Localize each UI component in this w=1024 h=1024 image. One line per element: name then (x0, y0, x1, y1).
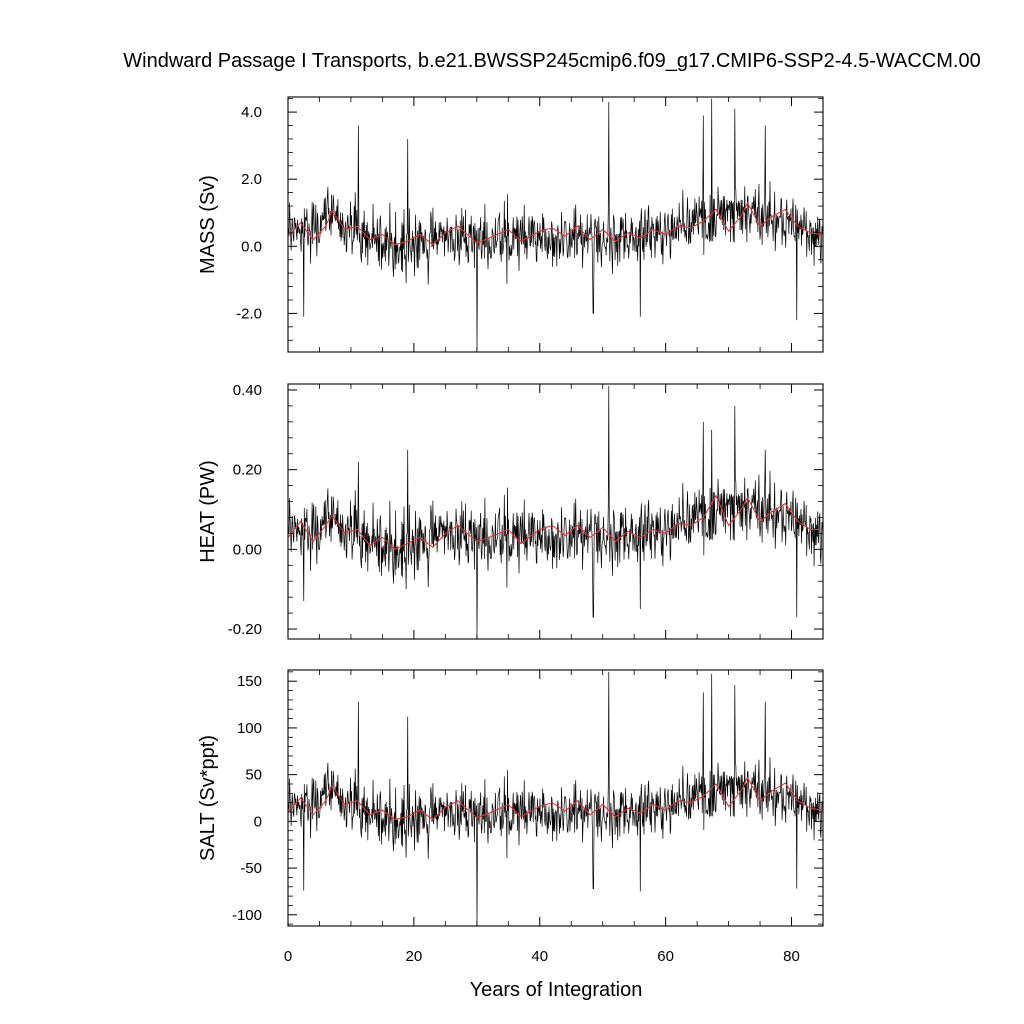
series-raw-heat (288, 385, 823, 639)
ytick-label-mass: 4.0 (241, 104, 262, 121)
plot-frame-mass (287, 96, 824, 353)
ytick-label-heat: -0.20 (228, 621, 262, 638)
y-axis-label-salt: SALT (Sv*ppt) (197, 735, 219, 861)
series-smooth-salt (288, 776, 823, 821)
ytick-label-heat: 0.20 (233, 462, 262, 479)
ytick-label-salt: -100 (232, 907, 262, 924)
xtick-label: 80 (783, 948, 800, 965)
plot-frame-salt (287, 669, 824, 927)
series-raw-salt (288, 671, 823, 926)
plot-frame-heat (287, 383, 824, 640)
xtick-label: 0 (284, 948, 292, 965)
xtick-label: 60 (657, 948, 674, 965)
panel-mass: -2.0 0.0 2.0 4.0 MASS (Sv) (197, 96, 824, 353)
chart-title: Windward Passage I Transports, b.e21.BWS… (123, 50, 980, 72)
series-smooth-heat (288, 494, 823, 551)
ytick-label-salt: 0 (254, 813, 262, 830)
ytick-label-salt: 100 (237, 720, 262, 737)
ytick-label-mass: -2.0 (236, 305, 262, 322)
ytick-label-salt: -50 (240, 860, 262, 877)
ytick-label-heat: 0.00 (233, 541, 262, 558)
y-axis-label-heat: HEAT (PW) (197, 460, 219, 563)
y-axis-label-mass: MASS (Sv) (197, 175, 219, 274)
series-raw-mass (288, 98, 823, 351)
panel-salt: -100 -50 0 50 100 150 0 20 40 60 80 SALT (Sv*ppt) (197, 669, 824, 965)
series-smooth-mass (288, 201, 823, 246)
ytick-label-salt: 150 (237, 673, 262, 690)
ytick-label-heat: 0.40 (233, 382, 262, 399)
ytick-label-mass: 0.0 (241, 238, 262, 255)
xtick-label: 40 (531, 948, 548, 965)
ytick-label-mass: 2.0 (241, 171, 262, 188)
x-axis-label: Years of Integration (470, 979, 643, 1001)
panel-heat: -0.20 0.00 0.20 0.40 HEAT (PW) (197, 382, 824, 640)
xtick-label: 20 (406, 948, 423, 965)
ytick-label-salt: 50 (245, 767, 262, 784)
